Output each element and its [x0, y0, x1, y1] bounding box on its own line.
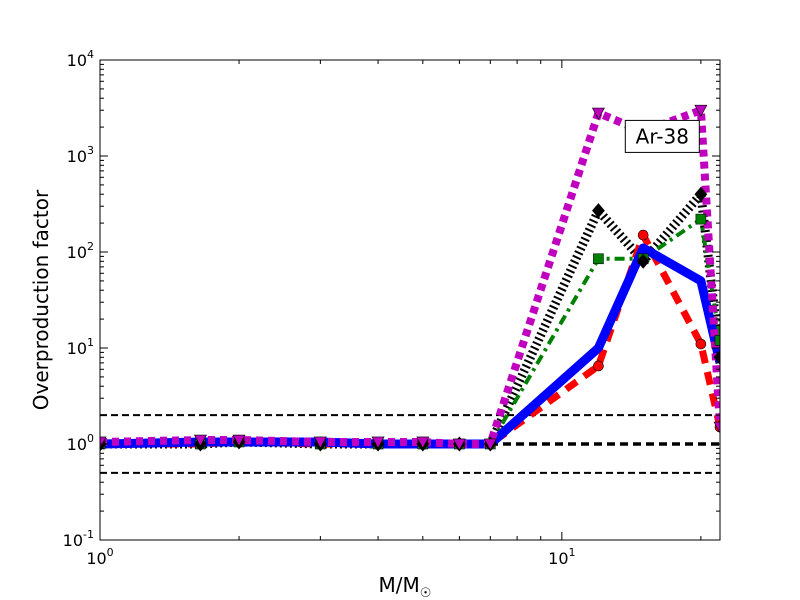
series-1-point-9	[637, 229, 649, 241]
x-tick-base: 10	[548, 549, 568, 568]
y-tick-base: 10	[67, 435, 87, 454]
y-tick-label-0: 10-1	[63, 528, 94, 550]
x-axis-title-main: M/M	[379, 573, 420, 597]
y-tick-base: 10	[63, 531, 83, 550]
y-tick-base: 10	[67, 339, 87, 358]
y-tick-label-2: 101	[67, 336, 94, 358]
y-tick-exp: 2	[87, 240, 94, 253]
y-tick-exp: 1	[87, 336, 94, 349]
series-4-point-7	[483, 438, 497, 451]
series-markers	[100, 104, 720, 452]
series-3-point-9	[636, 253, 650, 269]
y-tick-exp: 4	[87, 48, 94, 61]
series-4-point-0	[100, 436, 107, 449]
x-tick-label-0: 100	[86, 546, 113, 568]
series-1-point-8	[593, 360, 604, 372]
y-axis-title: Overproduction factor	[29, 189, 53, 410]
y-tick-label-3: 102	[67, 240, 94, 262]
series-3-point-8	[592, 203, 605, 219]
x-tick-label-1: 101	[548, 546, 575, 568]
series-4-point-8	[591, 107, 605, 120]
annotation-label: Ar-38	[636, 124, 689, 148]
series-4-point-4	[371, 436, 385, 449]
x-tick-base: 10	[86, 549, 106, 568]
series-3-point-10	[694, 186, 708, 202]
y-tick-label-4: 103	[67, 144, 94, 166]
series-2-point-11	[714, 335, 720, 346]
series-4-point-10	[694, 104, 708, 117]
series-4-point-11	[713, 421, 720, 434]
y-tick-base: 10	[67, 243, 87, 262]
y-tick-base: 10	[67, 147, 87, 166]
series-4-point-6	[452, 438, 466, 451]
series-1-point-10	[695, 338, 707, 350]
x-axis-title: M/M☉	[379, 573, 432, 600]
plot-frame	[99, 59, 721, 541]
series-4-point-2	[232, 434, 246, 447]
y-tick-exp: 3	[87, 144, 94, 157]
x-tick-exp: 1	[569, 546, 576, 559]
series-4-point-1	[193, 434, 207, 447]
series-2-point-8	[593, 253, 604, 265]
y-tick-label-1: 100	[67, 432, 94, 454]
annotation-box	[624, 119, 700, 153]
series-2-point-10	[695, 213, 707, 225]
x-axis-title-subscript: ☉	[420, 586, 432, 600]
x-tick-exp: 0	[107, 546, 114, 559]
reference-lines	[100, 414, 720, 474]
series-4-point-5	[416, 436, 430, 449]
y-tick-exp: 0	[87, 432, 94, 445]
y-tick-label-5: 104	[67, 48, 94, 70]
y-tick-base: 10	[67, 51, 87, 70]
series-4-point-3	[313, 436, 327, 449]
annotation: Ar-38	[624, 119, 700, 153]
axis-ticks	[99, 59, 720, 541]
y-tick-exp: -1	[83, 528, 94, 541]
